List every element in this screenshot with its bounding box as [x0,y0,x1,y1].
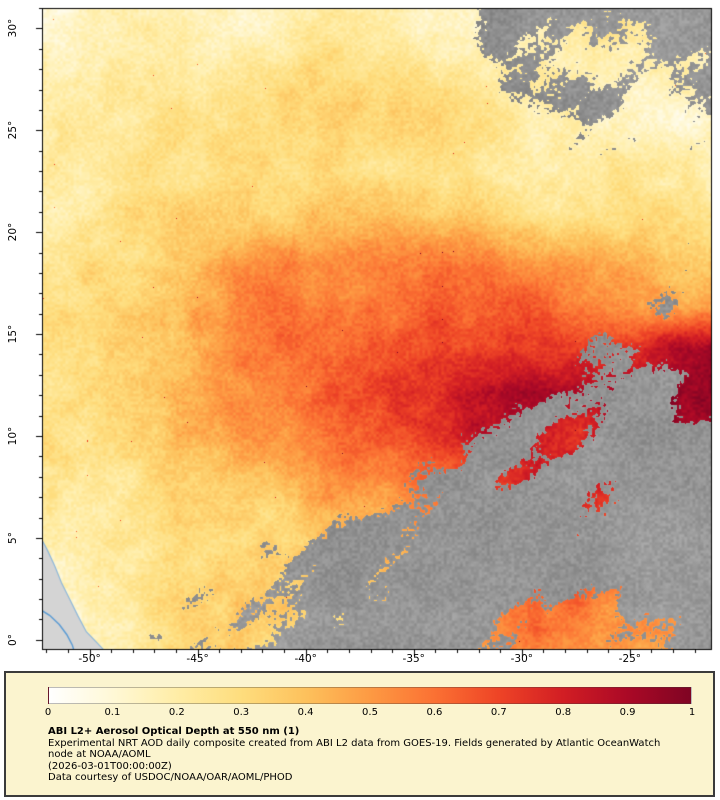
colorbar-tick-label: 1 [688,707,696,718]
colorbar-tick-label: 0.1 [104,707,121,718]
lat-tick-label: 5° [7,531,19,544]
legend-timestamp: (2026-03-01T00:00:00Z) [48,760,172,772]
legend-panel: 0 0.1 0.2 0.3 0.4 0.5 0.6 0.7 0.8 0.9 1 ABI L2+ Ae… [4,671,715,797]
lat-tick-label: 0° [7,633,19,646]
lon-tick-label: -45° [186,653,209,665]
lat-tick-label: 25° [7,120,19,140]
aod-heatmap-canvas [0,0,720,668]
lon-tick-label: -40° [294,653,317,665]
lon-tick-label: -25° [618,653,642,665]
colorbar-tick-label: 0.5 [362,707,378,718]
colorbar-tick-label: 0.7 [490,707,507,718]
legend-text-block: ABI L2+ Aerosol Optical Depth at 550 nm … [48,726,698,784]
lon-tick-label: -50° [78,653,101,665]
colorbar-tick-label: 0 [44,707,52,718]
aod-map-figure: -50° -45° -40° -35° -30° -25° 30° 25° 20° 15° 10° 5… [0,0,720,668]
lat-tick-label: 30° [7,19,19,38]
lat-tick-label: 15° [7,324,19,344]
lat-tick-label: 20° [7,222,19,242]
colorbar-tick-label: 0.2 [168,707,185,718]
legend-title: ABI L2+ Aerosol Optical Depth at 550 nm … [48,726,300,737]
lat-tick-label: 10° [7,426,19,446]
lon-tick-label: -35° [402,653,425,665]
colorbar-tick-label: 0.4 [297,707,314,718]
colorbar-tick-label: 0.9 [619,707,636,718]
legend-description: Experimental NRT AOD daily composite cre… [48,737,661,761]
colorbar-tick-label: 0.8 [555,707,572,718]
colorbar-tick-label: 0.6 [426,707,443,718]
colorbar-tick-label: 0.3 [233,707,250,718]
colorbar [48,687,692,704]
legend-credit: Data courtesy of USDOC/NOAA/OAR/AOML/PHO… [48,772,293,784]
lon-tick-label: -30° [510,653,533,665]
